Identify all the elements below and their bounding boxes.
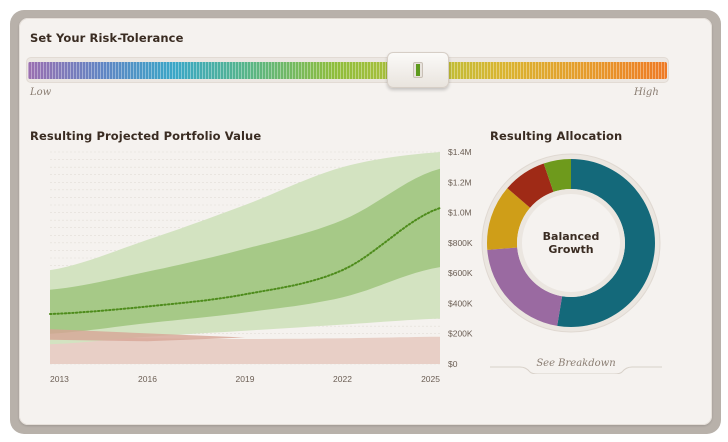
x-tick-label: 2025 (421, 374, 440, 382)
donut-center (522, 194, 620, 292)
downside-wedge (50, 329, 245, 342)
breakdown-divider (490, 366, 662, 374)
y-tick-label: $800K (448, 238, 473, 248)
allocation-slice (557, 159, 655, 327)
allocation-slice (487, 247, 563, 326)
projection-chart: $0 $200K $400K $600K $800K $1.0M $1.2M $1.4M 201… (49, 147, 473, 382)
allocation-slice (487, 188, 531, 250)
y-tick-label: $1.4M (448, 147, 472, 157)
risk-high-label: High (634, 87, 659, 98)
risk-slider-handle[interactable] (386, 52, 449, 88)
allocation-title: Resulting Allocation (490, 129, 623, 143)
allocation-profile-line1: Balanced (542, 230, 600, 243)
allocation-profile-line2: Growth (548, 243, 594, 256)
see-breakdown-link[interactable]: See Breakdown (536, 358, 616, 369)
risk-slider-scale[interactable] (28, 62, 667, 79)
y-tick-label: $0 (448, 359, 458, 369)
x-tick-label: 2013 (50, 374, 69, 382)
allocation-slice (543, 159, 571, 192)
risk-low-label: Low (30, 87, 52, 98)
x-tick-label: 2019 (236, 374, 255, 382)
y-tick-label: $600K (448, 268, 473, 278)
allocation-donut-chart (481, 153, 661, 333)
inner-range-band (50, 168, 440, 334)
allocation-profile-label: Balanced Growth (520, 213, 622, 273)
allocation-slice (507, 163, 554, 208)
y-tick-label: $200K (448, 329, 473, 339)
y-tick-label: $1.2M (448, 177, 472, 187)
slider-grip-icon (412, 62, 423, 78)
x-tick-label: 2022 (333, 374, 352, 382)
y-tick-label: $1.0M (448, 208, 472, 218)
risk-tolerance-title: Set Your Risk-Tolerance (30, 31, 184, 45)
median-projection-line (49, 207, 441, 315)
x-tick-label: 2016 (138, 374, 157, 382)
y-tick-label: $400K (448, 298, 473, 308)
projection-title: Resulting Projected Portfolio Value (30, 129, 262, 143)
loss-range-band (50, 336, 440, 364)
